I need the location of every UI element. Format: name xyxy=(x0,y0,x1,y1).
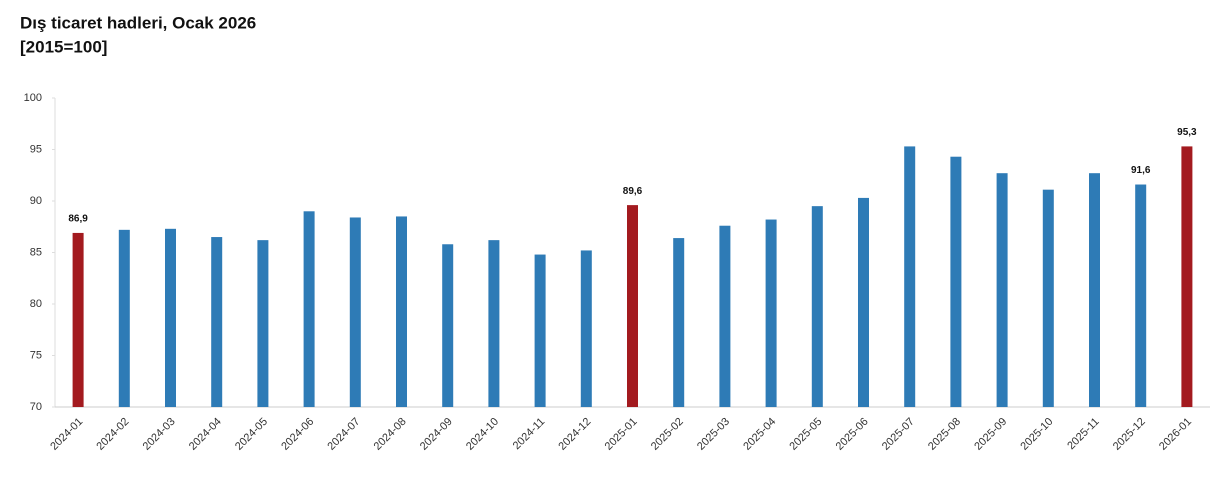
bar xyxy=(211,237,223,407)
x-tick-label: 2024-08 xyxy=(372,416,409,453)
value-label: 91,6 xyxy=(1131,165,1151,176)
bar xyxy=(580,250,592,407)
y-tick-label: 85 xyxy=(30,246,42,258)
bar xyxy=(442,244,454,407)
value-label: 86,9 xyxy=(68,214,88,225)
bar xyxy=(488,240,500,407)
bar xyxy=(627,205,638,407)
bar xyxy=(673,238,685,407)
x-tick-label: 2025-09 xyxy=(972,416,1009,453)
bar xyxy=(858,197,869,407)
bar xyxy=(303,211,315,407)
x-tick-label: 2024-12 xyxy=(556,416,593,453)
y-tick-label: 95 xyxy=(30,143,42,155)
x-tick-label: 2024-04 xyxy=(187,416,224,453)
x-tick-label: 2025-11 xyxy=(1065,416,1101,452)
bar xyxy=(72,232,84,407)
x-tick-label: 2024-10 xyxy=(464,416,501,453)
x-tick-label: 2025-12 xyxy=(1111,416,1148,453)
bar xyxy=(118,229,130,407)
bar xyxy=(811,206,823,407)
x-tick-label: 2025-01 xyxy=(603,416,640,453)
bar xyxy=(996,173,1008,407)
x-tick-label: 2024-09 xyxy=(418,416,455,453)
x-tick-label: 2025-10 xyxy=(1018,416,1055,453)
y-tick-label: 90 xyxy=(30,195,42,207)
chart-title: Dış ticaret hadleri, Ocak 2026 xyxy=(20,13,256,32)
x-tick-label: 2025-03 xyxy=(695,416,732,453)
x-tick-label: 2024-07 xyxy=(325,416,362,453)
x-tick-label: 2024-05 xyxy=(233,416,270,453)
x-tick-label: 2024-06 xyxy=(279,416,316,453)
x-tick-label: 2024-02 xyxy=(94,416,131,453)
x-tick-label: 2025-05 xyxy=(787,416,824,453)
x-tick-label: 2025-06 xyxy=(834,416,871,453)
bar xyxy=(396,216,407,407)
bar xyxy=(1181,146,1193,407)
x-tick-label: 2024-01 xyxy=(48,416,85,453)
value-label: 89,6 xyxy=(623,186,643,197)
chart-subtitle: [2015=100] xyxy=(20,37,107,56)
y-tick-label: 100 xyxy=(24,92,42,104)
x-tick-label: 2025-07 xyxy=(880,416,917,453)
bar xyxy=(1042,189,1054,407)
x-tick-label: 2025-04 xyxy=(741,416,778,453)
x-tick-label: 2024-03 xyxy=(141,416,178,453)
bar xyxy=(950,156,962,407)
x-tick-label: 2024-11 xyxy=(511,416,547,452)
bar xyxy=(904,146,916,407)
bar xyxy=(534,254,546,407)
bar xyxy=(349,217,361,407)
bar xyxy=(1135,184,1147,407)
value-label: 95,3 xyxy=(1177,127,1197,138)
x-tick-label: 2026-01 xyxy=(1157,416,1194,453)
y-tick-label: 70 xyxy=(30,401,42,413)
bar xyxy=(719,225,731,407)
y-tick-label: 75 xyxy=(30,349,42,361)
bar xyxy=(1089,173,1100,407)
x-tick-label: 2025-02 xyxy=(649,416,686,453)
x-tick-label: 2025-08 xyxy=(926,416,963,453)
bar xyxy=(765,219,777,407)
bar xyxy=(165,228,176,407)
y-tick-label: 80 xyxy=(30,298,42,310)
bar xyxy=(257,240,269,407)
